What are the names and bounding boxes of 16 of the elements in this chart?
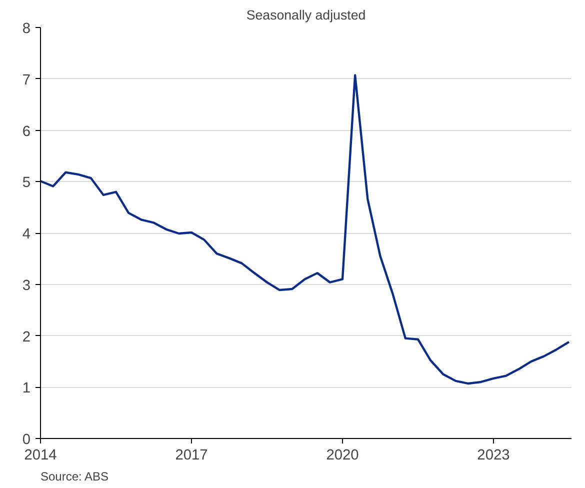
y-tick-label: 2: [22, 329, 31, 346]
chart-subtitle: Seasonally adjusted: [246, 8, 366, 22]
x-tick-label: 2014: [24, 448, 57, 464]
y-tick-label: 8: [22, 21, 31, 37]
x-tick-label: 2020: [326, 448, 359, 464]
y-tick-label: 5: [22, 175, 31, 192]
y-tick-label: 4: [22, 226, 31, 242]
line-series: [40, 74, 570, 385]
source-note: Source: ABS: [40, 470, 109, 484]
y-tick-label: 3: [22, 278, 31, 294]
y-tick-label: 0: [22, 432, 31, 448]
x-tick-label: 2017: [175, 448, 208, 464]
y-tick-label: 7: [22, 72, 31, 88]
x-tick-label: 2023: [477, 448, 510, 464]
y-tick-label: 6: [22, 124, 31, 140]
y-tick-label: 1: [22, 380, 31, 397]
